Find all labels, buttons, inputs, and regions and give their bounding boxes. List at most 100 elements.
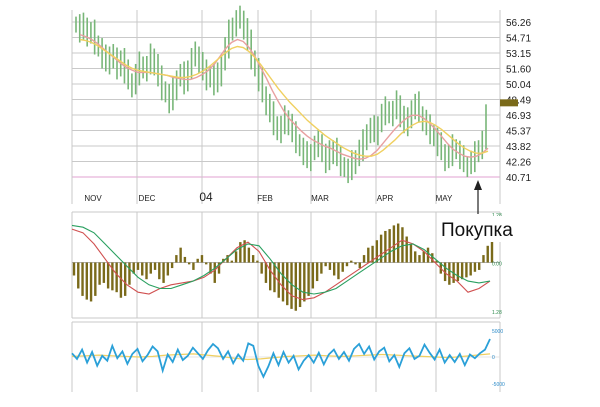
macd-histogram-bar — [123, 262, 127, 296]
macd-histogram-bar — [273, 262, 276, 293]
price-y-tick-label: 50.04 — [506, 80, 531, 91]
macd-histogram-bar — [175, 255, 178, 263]
macd-histogram-bar — [392, 225, 396, 263]
macd-histogram-bar — [85, 262, 88, 300]
macd-histogram-bar — [486, 245, 489, 263]
macd-histogram-bar — [106, 262, 110, 289]
macd-histogram-bar — [456, 262, 460, 282]
macd-histogram-bar — [81, 262, 84, 296]
macd-histogram-bar — [94, 262, 97, 296]
macd-histogram-bar — [294, 262, 297, 311]
macd-histogram-bar — [303, 262, 306, 302]
macd-histogram-bar — [200, 255, 204, 263]
ma-slow-line — [79, 38, 489, 157]
macd-histogram-bar — [192, 262, 195, 270]
price-moving-averages — [79, 33, 489, 160]
price-y-tick-label: 53.15 — [506, 49, 531, 60]
macd-histogram-bar — [213, 262, 216, 283]
macd-histogram-bar — [217, 262, 221, 274]
macd-histogram-bar — [401, 227, 404, 263]
macd-histogram-bar — [247, 247, 251, 263]
macd-histogram-bar — [384, 230, 387, 263]
price-y-tick-label: 56.26 — [506, 18, 531, 29]
price-x-tick-label: FEB — [257, 194, 273, 203]
macd-histogram-bar — [149, 262, 152, 274]
macd-histogram-bar — [141, 262, 144, 276]
oscillator-y-tick-label: -5000 — [492, 382, 505, 388]
price-marker — [500, 99, 518, 107]
macd-histogram-bar — [307, 262, 310, 296]
price-y-tick-label: 51.60 — [506, 64, 531, 75]
macd-histogram-bar — [115, 262, 118, 293]
price-x-tick-label: DEC — [139, 194, 156, 203]
macd-histogram-bar — [226, 255, 229, 263]
macd-grid — [71, 211, 501, 319]
macd-histogram-bar — [277, 262, 280, 298]
macd-histogram-bar — [136, 262, 140, 270]
oscillator-lines — [71, 338, 491, 379]
macd-histogram-bar — [166, 262, 170, 276]
macd-histogram-bar — [243, 240, 246, 263]
macd-histogram-bar — [269, 262, 272, 291]
macd-histogram-bar — [209, 262, 212, 274]
macd-histogram-bar — [388, 229, 391, 263]
price-y-tick-label: 46.93 — [506, 111, 531, 122]
macd-histogram-bar — [162, 262, 165, 283]
macd-histogram-bar — [72, 262, 76, 276]
macd-histogram-bar — [230, 260, 234, 263]
macd-histogram-bar — [350, 260, 353, 263]
oscillator-y-tick-label: 5000 — [492, 329, 503, 335]
macd-histogram-bar — [375, 240, 379, 263]
macd-histogram-bar — [89, 262, 93, 302]
macd-histogram-bar — [170, 262, 174, 269]
price-y-tick-label: 45.37 — [506, 127, 531, 138]
macd-histogram-bar — [298, 262, 302, 308]
macd-histogram-bar — [409, 243, 413, 263]
macd-histogram-bar — [431, 253, 434, 263]
price-y-tick-label: 42.26 — [506, 158, 531, 169]
macd-histogram-bar — [264, 262, 268, 283]
macd-histogram-bar — [332, 262, 336, 276]
price-x-tick-label: MAY — [436, 194, 453, 203]
price-y-tick-label: 43.82 — [506, 142, 531, 153]
price-y-axis: 56.26 54.71 53.15 51.60 50.04 48.49 46.93 45.37… — [506, 18, 531, 184]
macd-histogram-bar — [183, 256, 187, 263]
price-x-axis: NOV DEC 04 FEB MAR APR MAY — [84, 190, 453, 204]
callout-text: Покупка — [441, 220, 513, 241]
macd-line — [71, 228, 491, 301]
price-x-tick-label: 04 — [199, 190, 213, 204]
macd-signal-line — [71, 224, 491, 295]
macd-histogram-bar — [478, 262, 481, 270]
macd-histogram-bar — [239, 242, 242, 263]
macd-histogram-bar — [465, 262, 468, 278]
macd-histogram-bar — [414, 251, 417, 263]
price-x-tick-label: MAR — [311, 194, 329, 203]
buy-callout: Покупка — [438, 180, 522, 242]
macd-histogram-bar — [367, 247, 370, 263]
price-x-tick-label: APR — [377, 194, 394, 203]
macd-histogram-bar — [234, 251, 238, 263]
macd-histogram-bar — [448, 262, 451, 285]
macd-histogram-bar — [77, 262, 80, 289]
macd-histogram-bar — [260, 262, 263, 274]
macd-histogram-bar — [460, 262, 464, 280]
macd-y-tick-label: 0.00 — [492, 262, 502, 268]
macd-histogram-bar — [205, 262, 208, 265]
macd-histogram-bar — [251, 255, 255, 263]
macd-y-tick-label: 1.28 — [492, 310, 502, 316]
price-x-tick-label: NOV — [84, 194, 102, 203]
macd-histogram-bar — [145, 262, 148, 280]
macd-histogram-bar — [405, 236, 408, 263]
price-y-tick-label: 48.49 — [506, 95, 531, 106]
macd-histogram-bar — [418, 255, 421, 263]
macd-histogram-bar — [98, 262, 101, 285]
macd-histogram-bar — [337, 262, 340, 280]
macd-histogram-bar — [281, 262, 285, 302]
macd-histogram-bar — [132, 262, 135, 274]
macd-histogram-bar — [422, 251, 425, 263]
macd-histogram-bar — [311, 262, 315, 289]
oscillator-y-axis: 5000 0 -5000 — [492, 329, 505, 388]
macd-histogram-bar — [153, 262, 157, 270]
oscillator-y-tick-label: 0 — [492, 355, 495, 361]
